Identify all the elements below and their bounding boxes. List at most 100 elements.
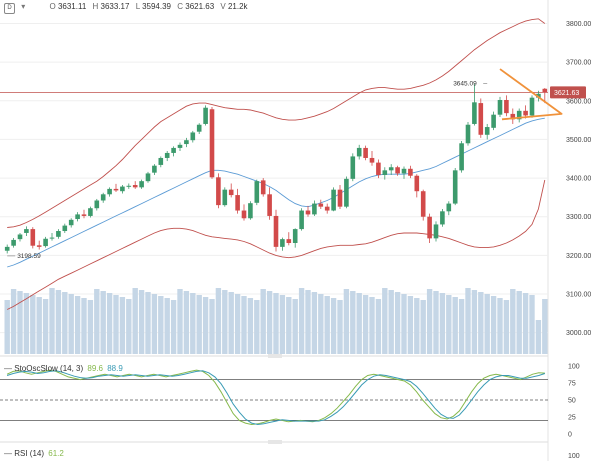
y-tick-label: 3200.00 [566, 253, 591, 260]
volume-bar [164, 298, 170, 354]
triangle-pattern [499, 68, 563, 121]
volume-bar [228, 292, 234, 354]
stoch-y-tick-label: 50 [568, 398, 576, 405]
volume-bar [4, 300, 10, 354]
candle-body [305, 210, 311, 215]
bollinger-mid-line [7, 117, 545, 268]
candle-body [171, 147, 176, 153]
stoch-y-tick-label: 100 [568, 364, 580, 371]
volume-bar [388, 290, 394, 354]
candle-body [382, 170, 388, 175]
candle-body [542, 88, 548, 93]
volume-bar [209, 299, 215, 354]
volume-bar [81, 298, 87, 354]
volume-bar [535, 320, 542, 354]
volume-bar [94, 289, 100, 354]
candle-body [516, 110, 522, 120]
candle-body [491, 114, 496, 128]
volume-bar [529, 295, 535, 354]
volume-bar [414, 298, 420, 354]
y-tick-label: 3500.00 [566, 137, 591, 144]
candle-body [107, 188, 112, 195]
volume-bar [497, 298, 503, 354]
volume-bar [478, 292, 484, 354]
candle-body [120, 186, 125, 192]
candle-body [75, 214, 80, 220]
volume-bar [439, 293, 446, 354]
candle-body [536, 93, 541, 98]
candle-body [420, 191, 426, 217]
candle-body [337, 189, 343, 207]
candle-body [94, 200, 100, 209]
volume-bar [234, 294, 241, 354]
volume-bar [305, 290, 311, 354]
candle-body [388, 167, 394, 171]
open-value: 3631.11 [57, 2, 87, 11]
volume-bar [190, 293, 196, 354]
volume-bar [62, 292, 68, 354]
stoch-legend[interactable]: — StoOscSlow (14, 3) 89.6 88.9 [4, 364, 123, 373]
candle-body [286, 239, 292, 244]
candle-body [158, 157, 164, 165]
candle-body [196, 124, 202, 132]
volume-bar [106, 293, 113, 354]
candle-body [228, 189, 234, 196]
volume-bar [343, 289, 350, 354]
candle-body [209, 109, 215, 178]
candle-body [401, 168, 407, 174]
candle-body [280, 239, 285, 247]
candle-body [139, 181, 144, 188]
volume-value: 21.2k [227, 2, 248, 11]
candle-body [299, 210, 304, 230]
low-value: 3594.39 [142, 2, 171, 11]
volume-bar [196, 295, 202, 354]
candle-body [369, 157, 375, 163]
volume-bar [30, 295, 36, 354]
volume-bar [433, 291, 439, 354]
volume-bar [426, 289, 433, 354]
volume-bar [119, 297, 126, 354]
current-price-tag [550, 86, 586, 99]
chevron-down-icon[interactable]: ▾ [21, 2, 26, 11]
volume-bar [318, 294, 324, 354]
candle-body [478, 103, 484, 135]
candle-body [56, 231, 61, 237]
volume-bar [87, 300, 94, 354]
candle-body [126, 185, 132, 187]
candle-body [446, 203, 452, 212]
candle-body [484, 127, 490, 135]
candle-body [190, 132, 196, 141]
volume-bar [183, 291, 190, 354]
candle-body [113, 188, 119, 191]
candle-body [529, 97, 535, 116]
candle-body [292, 229, 298, 244]
stoch-series-line [6, 369, 545, 426]
volume-bar [375, 299, 382, 354]
y-tick-label: 3100.00 [566, 292, 591, 299]
candle-body [331, 189, 336, 211]
y-tick-label: 3600.00 [566, 98, 591, 105]
volume-bar [522, 293, 529, 354]
volume-bar [369, 297, 375, 354]
volume-bar [113, 295, 119, 354]
volume-bar [337, 300, 343, 354]
high-value: 3633.17 [100, 2, 130, 11]
candle-body [395, 167, 400, 174]
rsi-legend[interactable]: — RSI (14) 61.2 [4, 449, 64, 458]
volume-bar [465, 288, 471, 354]
volume-bar [177, 289, 183, 354]
candle-body [152, 165, 157, 173]
candle-body [132, 185, 138, 188]
panel-resize-handle [268, 440, 282, 444]
candle-body [356, 147, 362, 157]
candle-body [81, 214, 87, 216]
volume-bar [55, 290, 62, 354]
stoch-d-value: 88.9 [107, 364, 123, 373]
symbol-icon[interactable]: D [4, 3, 15, 14]
volume-bar [74, 296, 81, 354]
stoch-k-value: 89.6 [87, 364, 103, 373]
volume-bar [542, 299, 548, 354]
volume-bar [382, 288, 388, 354]
